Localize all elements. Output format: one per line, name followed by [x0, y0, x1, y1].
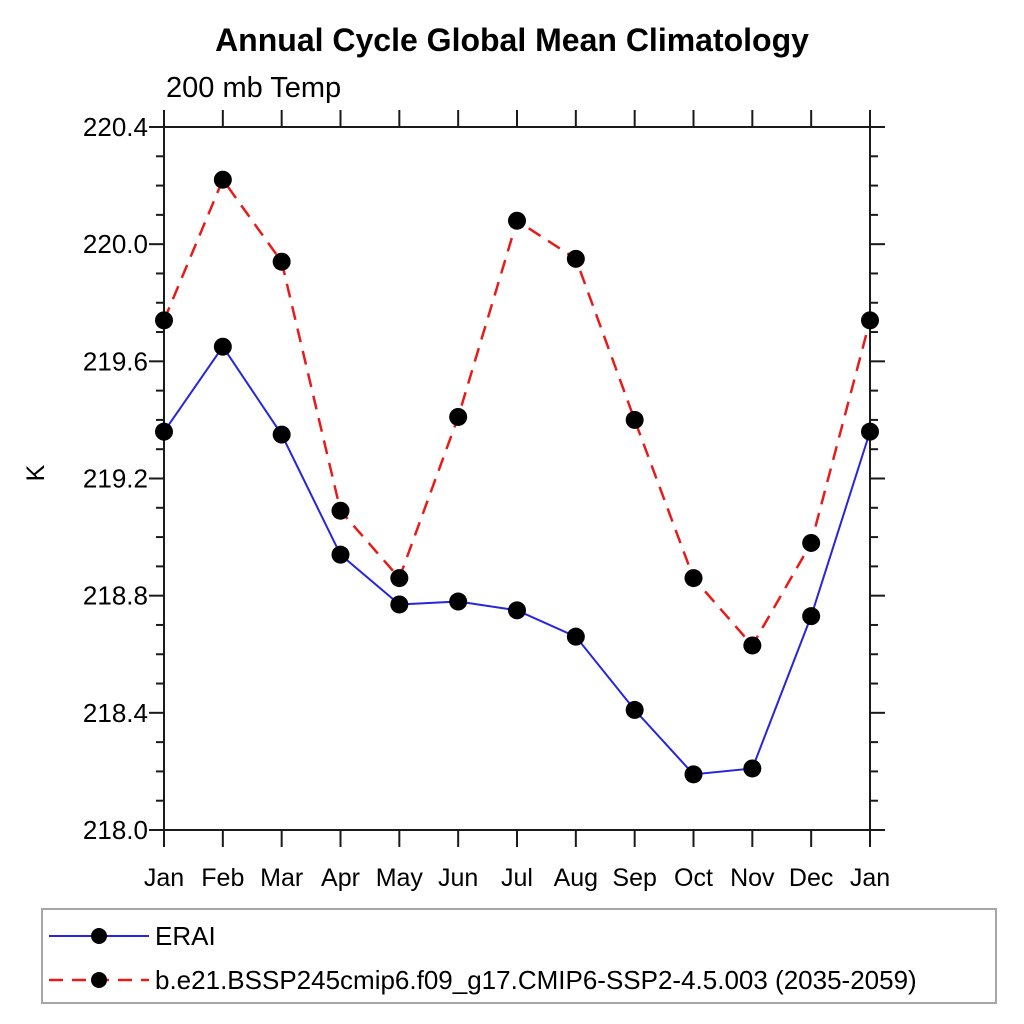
series-0-marker: [684, 765, 703, 784]
x-tick-label: Nov: [730, 864, 775, 892]
series-1-marker: [449, 407, 468, 426]
y-tick-label: 218.0: [83, 815, 148, 845]
series-0-marker: [449, 592, 468, 611]
x-tick-label: Jul: [501, 864, 533, 892]
x-tick-label: Oct: [674, 864, 713, 892]
chart-subtitle: 200 mb Temp: [166, 72, 342, 104]
series-line-0: [163, 344, 871, 776]
legend-line-sample-dashed-icon: [49, 972, 149, 988]
x-tick-label: Jun: [438, 864, 478, 892]
series-1-marker: [508, 211, 526, 230]
series-1-marker: [566, 249, 585, 268]
x-tick-label: Jan: [850, 864, 890, 892]
series-1-marker: [802, 533, 821, 552]
x-tick-label: Dec: [789, 864, 833, 892]
plot-area: Jan Feb Mar Apr May Jun Jul Aug Sep Oct Nov Dec Jan 2…: [83, 110, 890, 892]
x-tick-label: Feb: [201, 864, 244, 892]
y-tick-label: 220.0: [83, 229, 148, 259]
series-0-marker: [625, 700, 644, 719]
series-0-marker: [861, 422, 879, 441]
y-tick-label: 219.2: [83, 464, 148, 494]
series-1-marker: [861, 311, 879, 330]
y-tick-label: 218.4: [83, 698, 148, 728]
series-1-marker: [684, 569, 703, 588]
series-0-marker: [566, 627, 585, 646]
series-0-marker: [331, 545, 350, 564]
series-0-marker: [743, 759, 762, 778]
legend-entry-erai: ERAI: [43, 918, 216, 954]
x-tick-label: Apr: [321, 864, 360, 892]
chart-title: Annual Cycle Global Mean Climatology: [215, 22, 809, 58]
y-tick-label: 220.4: [83, 112, 148, 142]
x-tick-label: May: [376, 864, 424, 892]
legend-label-erai: ERAI: [155, 920, 216, 951]
series-line-1: [162, 177, 872, 648]
series-1-marker: [625, 410, 644, 429]
series-0-marker: [802, 607, 821, 626]
x-tick-label: Sep: [612, 864, 656, 892]
legend: ERAI b.e21.BSSP245cmip6.f09_g17.CMIP6-SS…: [41, 908, 997, 1004]
legend-line-sample-solid-icon: [49, 928, 149, 944]
series-0-marker: [390, 595, 409, 614]
series-1-marker: [743, 636, 762, 655]
legend-label-model: b.e21.BSSP245cmip6.f09_g17.CMIP6-SSP2-4.…: [155, 964, 917, 995]
y-tick-label: 219.6: [83, 346, 148, 376]
x-tick-label: Aug: [554, 864, 598, 892]
x-tick-label: Mar: [260, 864, 303, 892]
series-1-marker: [390, 569, 409, 588]
series-0-marker: [155, 422, 173, 441]
series-0-marker: [213, 337, 232, 356]
legend-entry-model: b.e21.BSSP245cmip6.f09_g17.CMIP6-SSP2-4.…: [43, 962, 917, 998]
x-tick-label: Jan: [144, 864, 184, 892]
series-1-marker: [213, 170, 232, 189]
series-1-marker: [155, 311, 173, 330]
series-0-marker: [272, 425, 291, 444]
series-1-marker: [272, 252, 291, 271]
axis-frame: [163, 126, 871, 831]
y-tick-label: 218.8: [83, 581, 148, 611]
series-0-marker: [508, 601, 526, 620]
series-1-marker: [331, 501, 350, 520]
